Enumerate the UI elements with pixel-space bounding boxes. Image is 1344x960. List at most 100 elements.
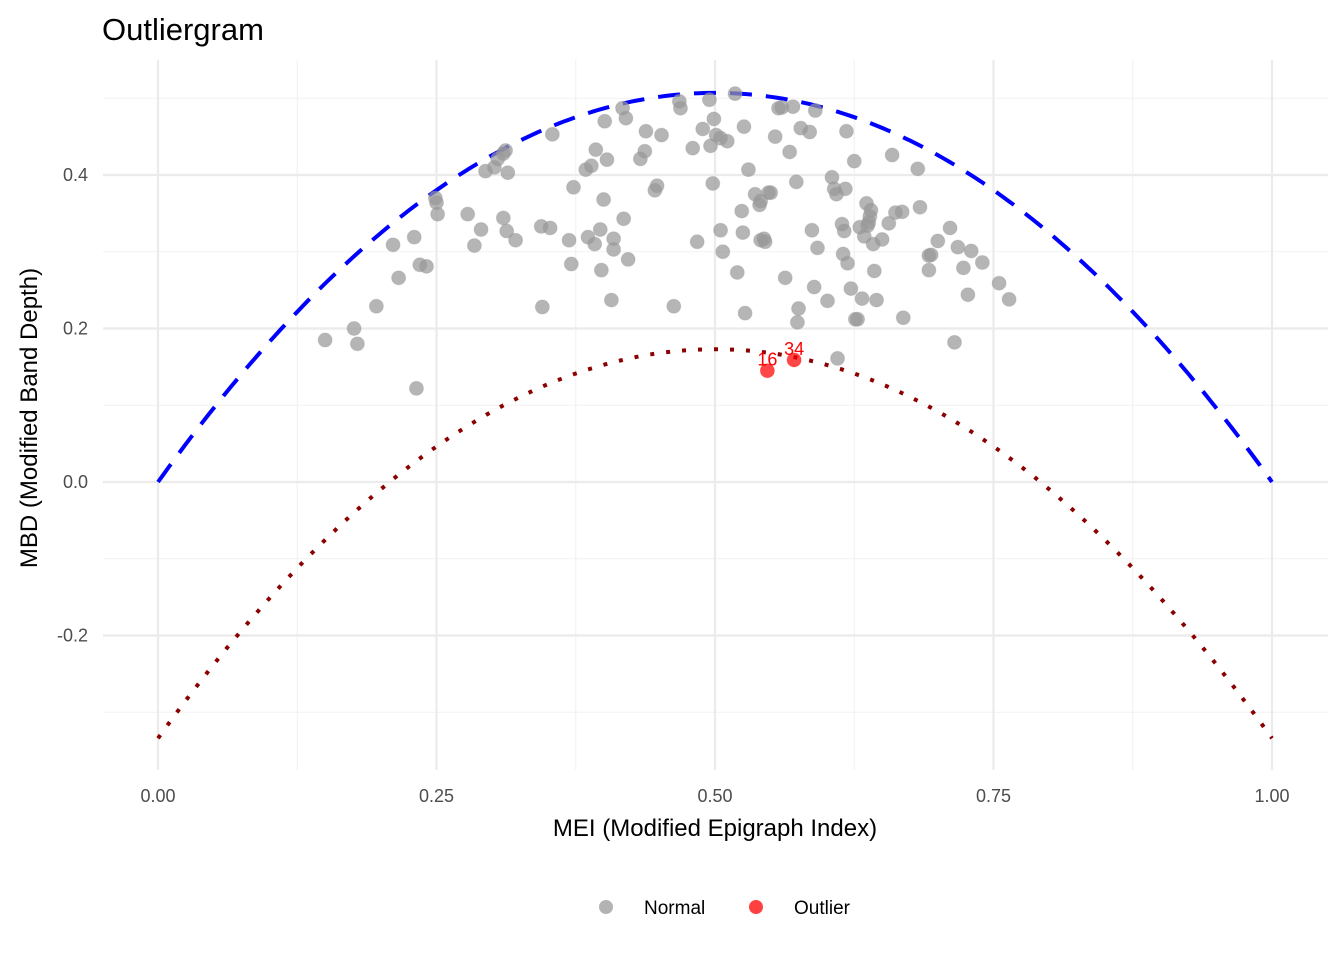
legend-normal-label: Normal <box>644 898 705 919</box>
normal-point <box>737 305 753 321</box>
normal-point <box>654 127 670 143</box>
normal-point <box>736 119 752 135</box>
normal-point <box>618 110 634 126</box>
normal-point <box>991 275 1007 291</box>
outlier-label: 34 <box>784 339 804 359</box>
x-tick-label: 0.25 <box>419 786 454 806</box>
normal-point <box>596 192 612 208</box>
y-axis-title: MBD (Modified Band Depth) <box>16 268 43 568</box>
lower-parabola-curve <box>156 347 1274 740</box>
normal-point <box>498 142 514 158</box>
normal-point <box>840 255 856 271</box>
outlier-point <box>786 352 802 368</box>
x-tick-label: 0.75 <box>976 786 1011 806</box>
normal-point <box>544 126 560 142</box>
normal-point <box>942 220 958 236</box>
normal-point <box>923 247 939 263</box>
x-tick-label: 1.00 <box>1254 786 1289 806</box>
normal-point <box>317 332 333 348</box>
normal-point <box>406 229 422 245</box>
normal-point <box>843 281 859 297</box>
normal-point <box>874 231 890 247</box>
normal-point <box>418 258 434 274</box>
normal-point <box>763 185 779 201</box>
normal-point <box>391 270 407 286</box>
normal-point <box>603 292 619 308</box>
normal-point <box>729 264 745 280</box>
normal-point <box>863 202 879 218</box>
normal-point <box>740 162 756 178</box>
normal-point <box>830 350 846 366</box>
chart-title: Outliergram <box>102 12 264 47</box>
normal-point <box>838 123 854 139</box>
upper-parabola-curve <box>156 90 1274 484</box>
normal-point <box>854 291 870 307</box>
legend-outlier-label: Outlier <box>794 898 851 919</box>
normal-point <box>430 206 446 222</box>
normal-point <box>820 293 836 309</box>
normal-point <box>1001 291 1017 307</box>
legend-normal-marker <box>599 900 613 914</box>
normal-point <box>895 310 911 326</box>
normal-point <box>620 251 636 267</box>
normal-point <box>782 144 798 160</box>
normal-point <box>719 133 735 149</box>
normal-point <box>846 153 862 169</box>
normal-point <box>788 174 804 190</box>
points <box>317 86 1017 396</box>
normal-point <box>534 299 550 315</box>
normal-point <box>881 215 897 231</box>
normal-point <box>715 244 731 260</box>
normal-point <box>791 301 807 317</box>
outlier-point <box>759 363 775 379</box>
normal-point <box>473 221 489 237</box>
normal-point <box>689 234 705 250</box>
normal-point <box>837 181 853 197</box>
curves <box>156 90 1274 740</box>
normal-point <box>930 233 946 249</box>
normal-point <box>685 140 701 156</box>
normal-point <box>777 270 793 286</box>
y-tick-label: 0.4 <box>63 165 88 185</box>
normal-point <box>368 298 384 314</box>
normal-point <box>346 321 362 336</box>
y-tick-labels: -0.2 0.0 0.2 0.4 <box>57 165 88 646</box>
normal-point <box>587 236 603 252</box>
normal-point <box>649 178 665 194</box>
normal-point <box>713 222 729 238</box>
normal-point <box>912 199 928 215</box>
normal-point <box>695 121 711 137</box>
outlier-label: 16 <box>757 350 777 370</box>
normal-point <box>666 298 682 314</box>
normal-point <box>460 206 476 222</box>
legend: Normal Outlier <box>599 898 851 919</box>
normal-point <box>563 256 579 272</box>
normal-point <box>637 143 653 159</box>
normal-point <box>701 92 717 108</box>
normal-point <box>508 232 524 248</box>
normal-point <box>638 123 654 139</box>
normal-point <box>495 210 511 226</box>
normal-point <box>866 263 882 279</box>
normal-point <box>672 100 688 116</box>
normal-point <box>588 142 604 158</box>
normal-point <box>616 211 632 227</box>
normal-point <box>894 204 910 220</box>
normal-point <box>466 238 482 254</box>
normal-point <box>561 232 577 248</box>
normal-point <box>597 113 613 129</box>
normal-point <box>706 111 722 127</box>
normal-point <box>767 129 783 145</box>
legend-outlier-marker <box>749 900 763 914</box>
x-tick-label: 0.00 <box>140 786 175 806</box>
y-tick-label: -0.2 <box>57 626 88 646</box>
x-axis-title: MEI (Modified Epigraph Index) <box>553 815 877 842</box>
x-tick-labels: 0.00 0.25 0.50 0.75 1.00 <box>140 786 1289 806</box>
normal-point <box>385 237 401 253</box>
normal-point <box>408 380 424 396</box>
normal-point <box>727 86 743 102</box>
normal-point <box>599 152 615 168</box>
normal-point <box>804 222 820 238</box>
normal-point <box>583 158 599 174</box>
